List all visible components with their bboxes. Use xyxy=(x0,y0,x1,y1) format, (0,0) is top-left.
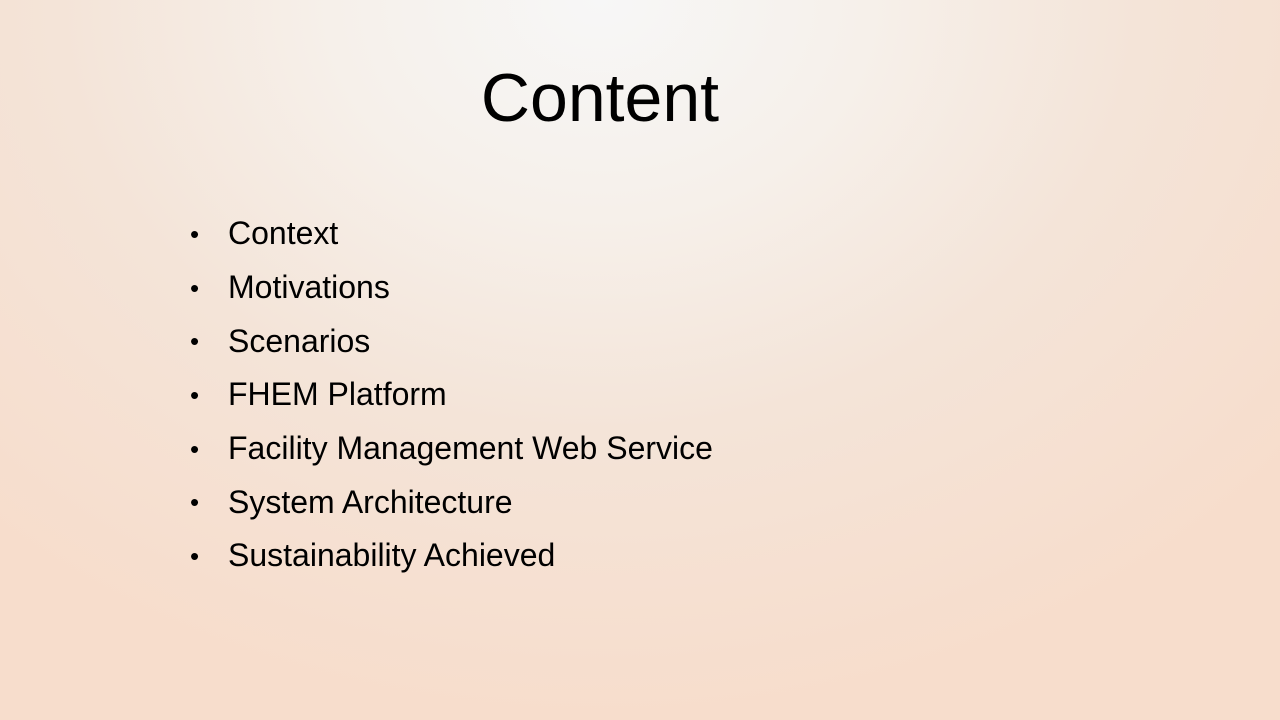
slide-title: Content xyxy=(480,60,720,136)
list-item: • Motivations xyxy=(190,261,713,315)
bullet-icon: • xyxy=(190,218,200,249)
bullet-icon: • xyxy=(190,326,200,357)
bullet-icon: • xyxy=(190,433,200,464)
list-item-label: FHEM Platform xyxy=(228,376,447,413)
bullet-icon: • xyxy=(190,540,200,571)
list-item-label: Context xyxy=(228,215,339,252)
bullet-list: • Context • Motivations • Scenarios • FH… xyxy=(190,207,713,583)
list-item-label: Scenarios xyxy=(228,322,371,359)
list-item: • Context xyxy=(190,207,713,261)
bullet-icon: • xyxy=(190,272,200,303)
list-item-label: Motivations xyxy=(228,269,390,306)
list-item-label: Sustainability Achieved xyxy=(228,537,556,574)
list-item: • System Architecture xyxy=(190,475,713,529)
list-item-label: Facility Management Web Service xyxy=(228,430,713,467)
bullet-icon: • xyxy=(190,487,200,518)
list-item: • Sustainability Achieved xyxy=(190,529,713,583)
list-item: • Scenarios xyxy=(190,314,713,368)
list-item-label: System Architecture xyxy=(228,483,513,520)
bullet-icon: • xyxy=(190,379,200,410)
list-item: • Facility Management Web Service xyxy=(190,422,713,476)
list-item: • FHEM Platform xyxy=(190,368,713,422)
